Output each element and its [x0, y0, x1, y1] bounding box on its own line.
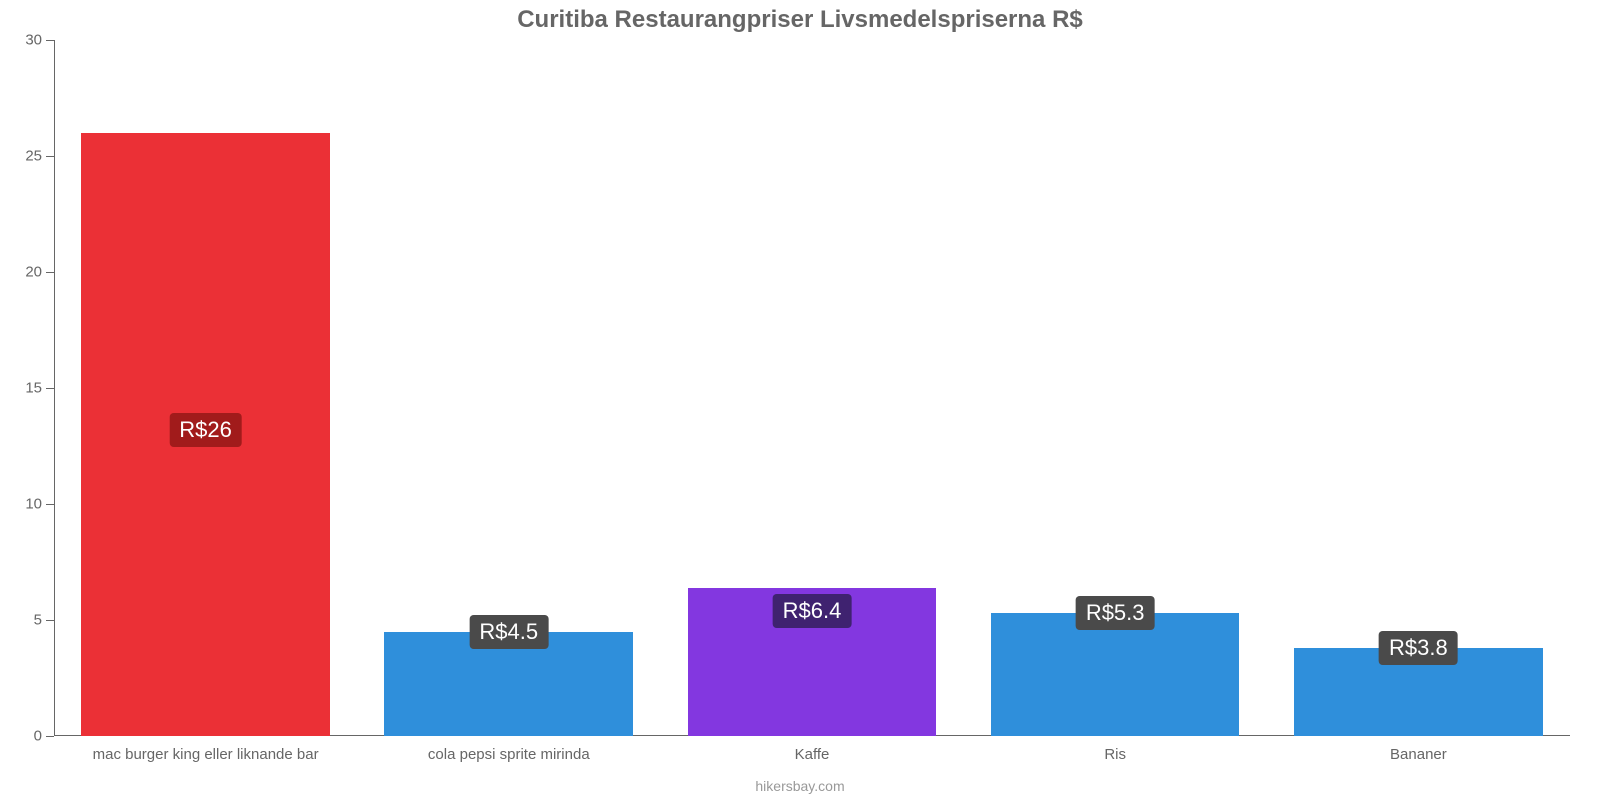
x-axis-category-label: Kaffe [795, 736, 830, 763]
x-axis-category-label: mac burger king eller liknande bar [93, 736, 319, 763]
price-bar: R$4.5 [384, 632, 633, 736]
price-bar-chart: Curitiba Restaurangpriser Livsmedelspris… [0, 0, 1600, 800]
price-bar: R$3.8 [1294, 648, 1543, 736]
plot-area: 051015202530R$26mac burger king eller li… [54, 40, 1570, 736]
x-axis-category-label: cola pepsi sprite mirinda [428, 736, 590, 763]
price-bar: R$6.4 [688, 588, 937, 736]
bar-value-label: R$26 [169, 413, 242, 447]
bar-value-label: R$4.5 [469, 615, 548, 649]
bar-value-label: R$5.3 [1076, 596, 1155, 630]
y-axis-tick-label: 5 [34, 612, 54, 629]
attribution-text: hikersbay.com [0, 778, 1600, 794]
bar-value-label: R$6.4 [773, 594, 852, 628]
y-axis-tick-label: 25 [25, 148, 54, 165]
y-axis-line [54, 40, 55, 736]
chart-title: Curitiba Restaurangpriser Livsmedelspris… [0, 6, 1600, 34]
bar-value-label: R$3.8 [1379, 631, 1458, 665]
y-axis-tick-label: 20 [25, 264, 54, 281]
price-bar: R$5.3 [991, 613, 1240, 736]
y-axis-tick-label: 10 [25, 496, 54, 513]
price-bar: R$26 [81, 133, 330, 736]
x-axis-category-label: Bananer [1390, 736, 1447, 763]
y-axis-tick-label: 15 [25, 380, 54, 397]
y-axis-tick-label: 0 [34, 728, 54, 745]
x-axis-category-label: Ris [1104, 736, 1126, 763]
y-axis-tick-label: 30 [25, 32, 54, 49]
